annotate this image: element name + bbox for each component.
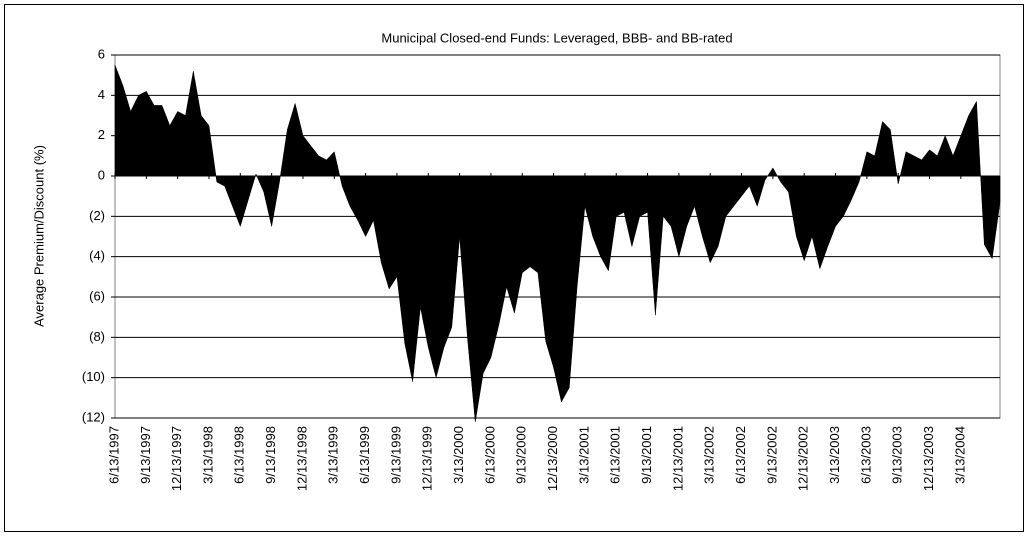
y-tick-label: 0	[98, 167, 105, 182]
x-tick-label: 3/13/2003	[827, 426, 842, 484]
x-tick-label: 6/13/2003	[858, 426, 873, 484]
x-tick-label: 12/13/1999	[420, 426, 435, 491]
x-tick-label: 9/13/1997	[138, 426, 153, 484]
x-tick-label: 6/13/2002	[733, 426, 748, 484]
y-tick-label: (12)	[82, 409, 105, 424]
x-tick-label: 12/13/1997	[169, 426, 184, 491]
y-tick-label: 6	[98, 46, 105, 61]
y-tick-label: 2	[98, 127, 105, 142]
x-tick-label: 9/13/2003	[890, 426, 905, 484]
x-tick-label: 9/13/1998	[263, 426, 278, 484]
x-tick-label: 9/13/2000	[514, 426, 529, 484]
area	[114, 64, 1001, 423]
x-tick-label: 3/13/2000	[451, 426, 466, 484]
x-tick-label: 3/13/2001	[576, 426, 591, 484]
y-axis-label: Average Premium/Discount (%)	[31, 145, 46, 327]
x-tick-label: 3/13/1999	[326, 426, 341, 484]
x-tick-label: 3/13/2002	[702, 426, 717, 484]
x-tick-label: 3/13/1998	[200, 426, 215, 484]
y-tick-label: (10)	[82, 369, 105, 384]
x-tick-label: 6/13/2001	[608, 426, 623, 484]
y-tick-label: (2)	[89, 208, 105, 223]
x-tick-label: 9/13/1999	[388, 426, 403, 484]
x-tick-label: 12/13/2000	[545, 426, 560, 491]
y-tick-label: (4)	[89, 248, 105, 263]
x-tick-label: 6/13/1999	[357, 426, 372, 484]
x-tick-label: 3/13/2004	[952, 426, 967, 484]
x-tick-label: 6/13/1997	[106, 426, 121, 484]
x-tick-label: 6/13/2000	[482, 426, 497, 484]
x-tick-label: 9/13/2001	[639, 426, 654, 484]
y-tick-label: (8)	[89, 329, 105, 344]
x-tick-label: 6/13/1998	[232, 426, 247, 484]
y-tick-label: 4	[98, 87, 105, 102]
x-tick-label: 9/13/2002	[764, 426, 779, 484]
x-tick-label: 12/13/1998	[294, 426, 309, 491]
chart-title: Municipal Closed-end Funds: Leveraged, B…	[381, 30, 732, 45]
x-tick-label: 12/13/2002	[796, 426, 811, 491]
x-tick-label: 12/13/2003	[921, 426, 936, 491]
x-tick-label: 12/13/2001	[670, 426, 685, 491]
y-tick-label: (6)	[89, 288, 105, 303]
